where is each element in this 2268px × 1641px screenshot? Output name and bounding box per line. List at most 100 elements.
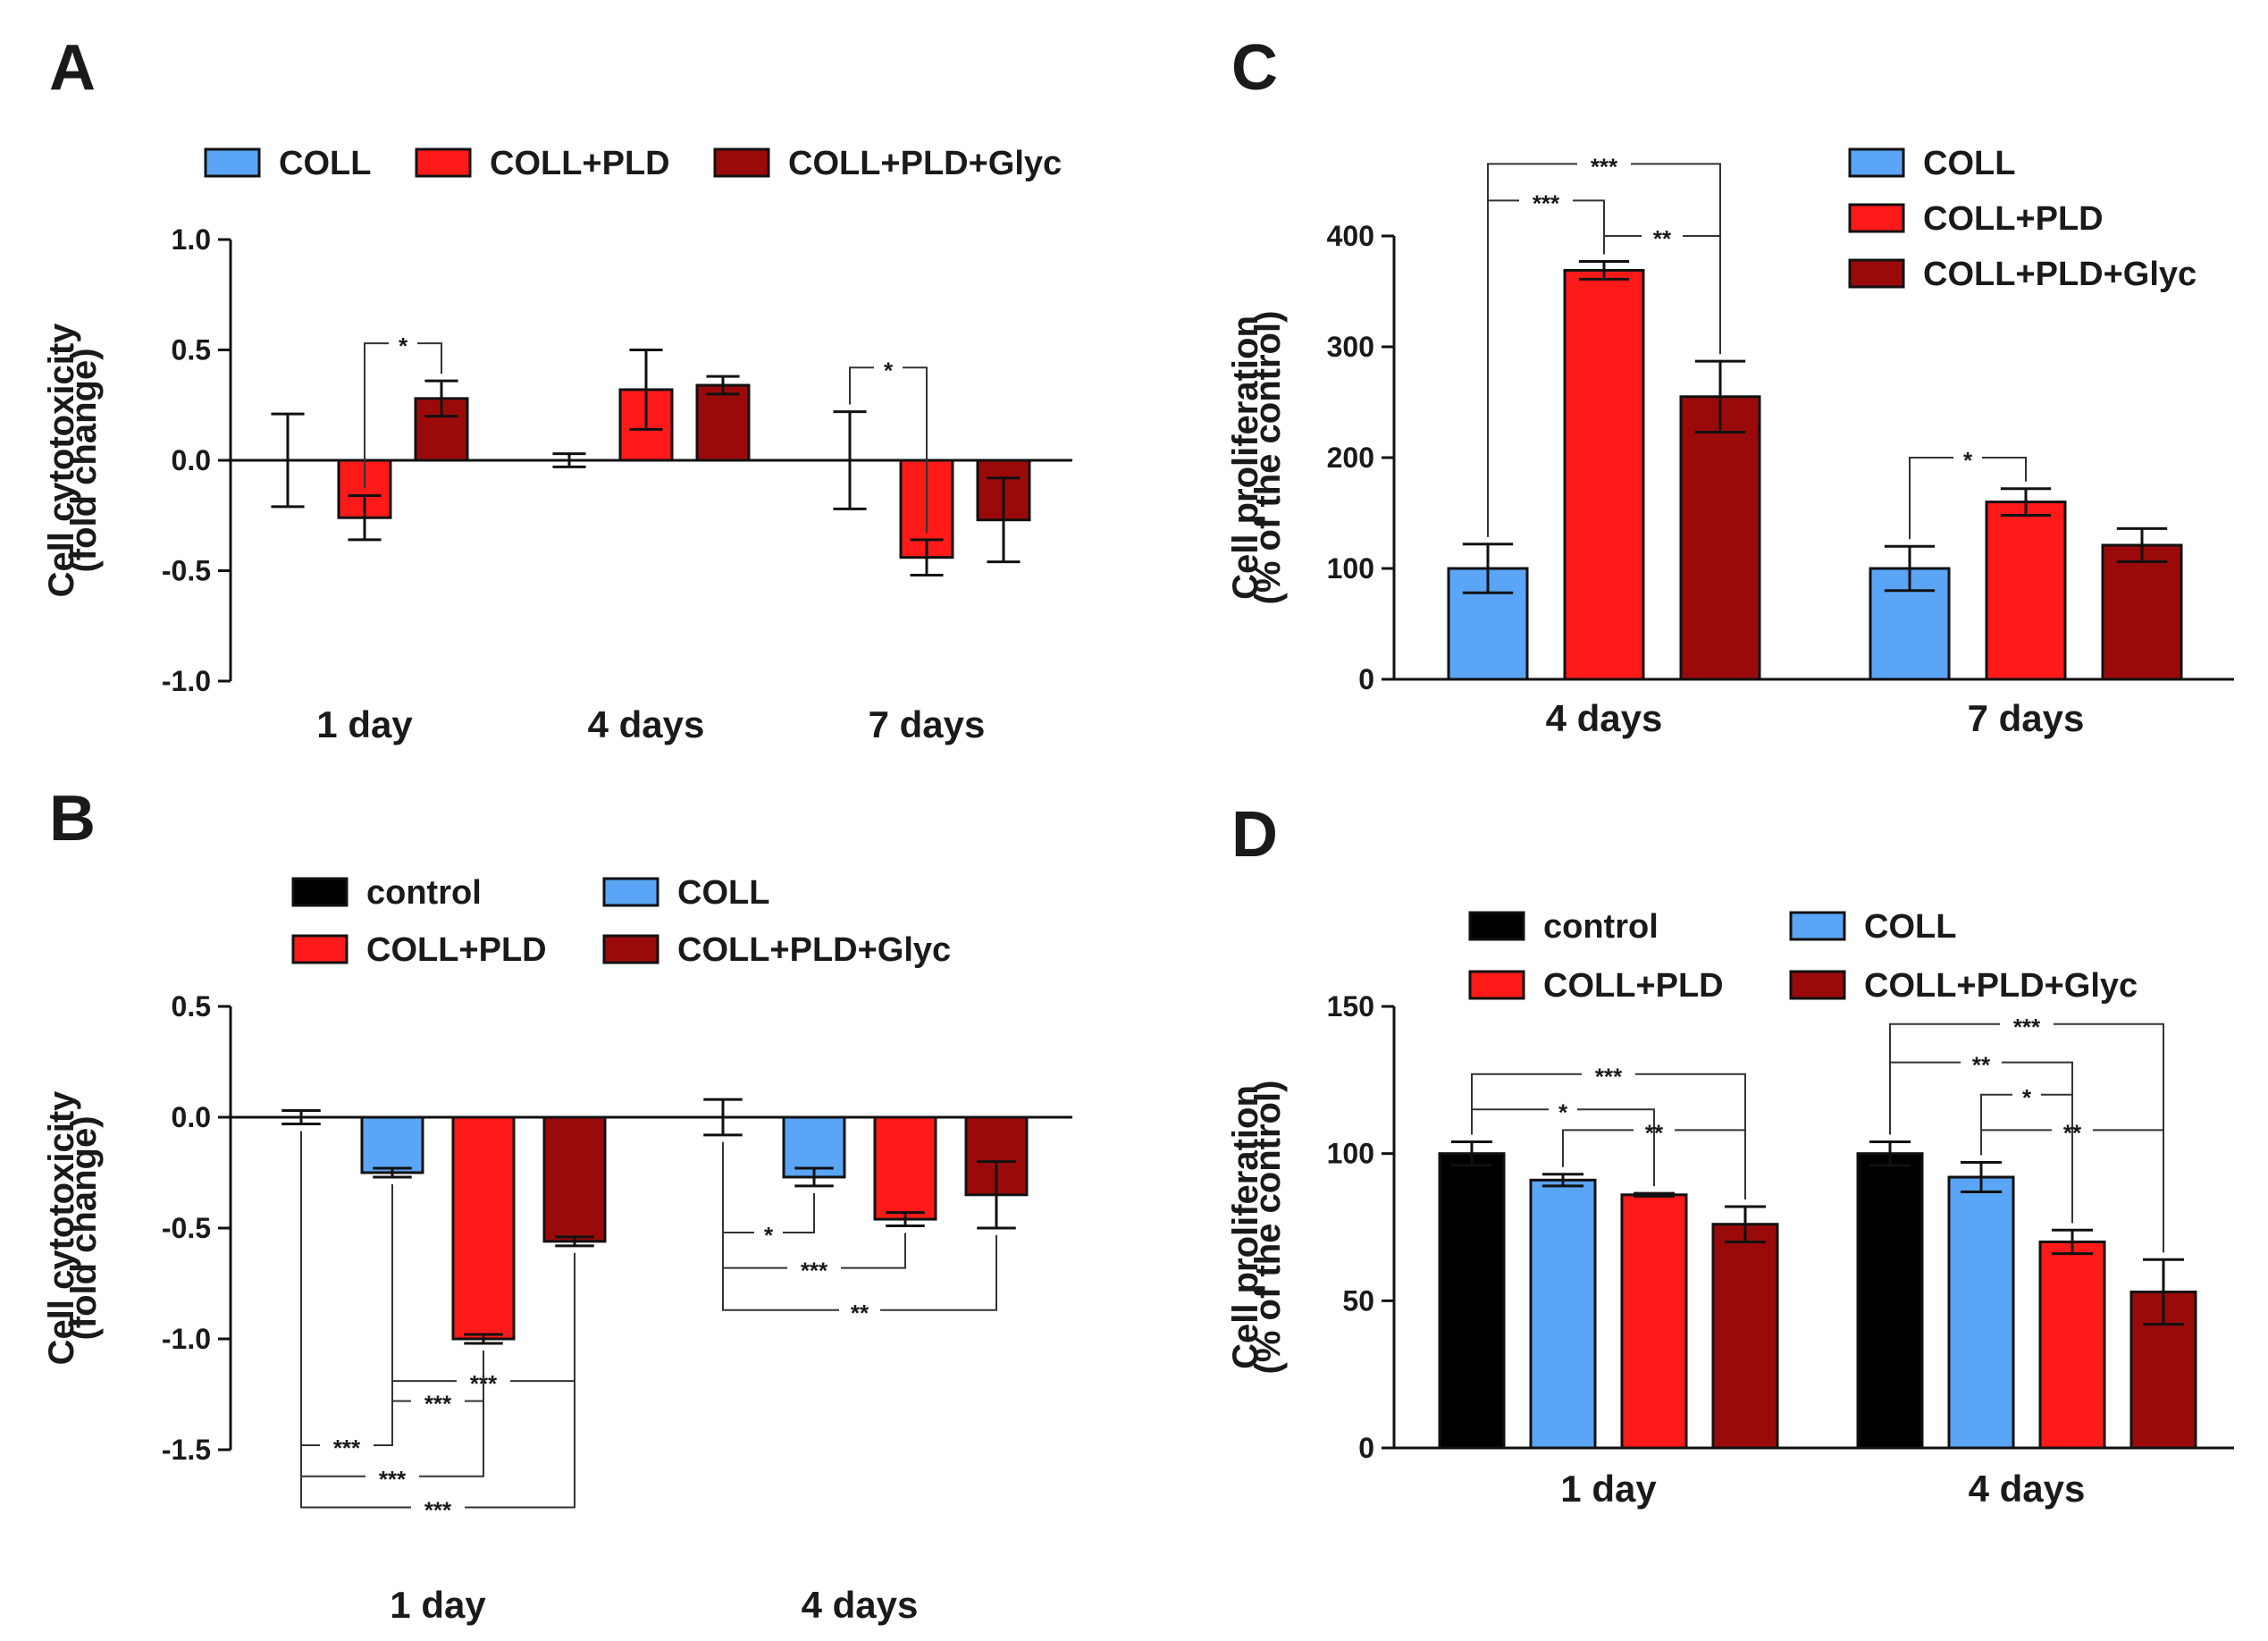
legend-swatch <box>291 934 349 964</box>
y-tick-label: 200 <box>1327 442 1374 474</box>
legend-label: COLL+PLD <box>366 931 547 969</box>
legend-swatch <box>1848 203 1905 233</box>
significance-label: * <box>884 357 894 383</box>
x-tick-label: 4 days <box>1546 697 1663 739</box>
legend-swatch <box>1789 970 1846 1000</box>
y-tick-label: 0.0 <box>172 1101 211 1133</box>
legend-swatch <box>602 877 659 907</box>
panel-letter: D <box>1231 799 1278 871</box>
significance-bracket <box>1909 457 2027 540</box>
significance-label: *** <box>424 1496 452 1523</box>
bar <box>873 1115 937 1221</box>
y-tick-label: -0.5 <box>162 555 211 587</box>
bar <box>1563 268 1645 681</box>
x-tick-label: 4 days <box>802 1584 919 1626</box>
significance-bracket <box>1980 1129 2164 1253</box>
x-tick-label: 4 days <box>1969 1468 2086 1510</box>
significance-bracket <box>1603 235 1721 355</box>
x-tick-label: 1 day <box>390 1584 486 1626</box>
significance-bracket <box>849 366 928 533</box>
bar <box>1856 1152 1924 1450</box>
bar <box>1438 1152 1506 1450</box>
legend-label: COLL+PLD+Glyc <box>1864 967 2138 1005</box>
bar <box>451 1115 516 1341</box>
significance-bracket <box>1471 1108 1655 1187</box>
y-tick-label: 50 <box>1342 1284 1374 1317</box>
bar <box>1679 395 1761 681</box>
y-tick-label: 100 <box>1327 552 1374 585</box>
legend-label: COLL+PLD+Glyc <box>1923 256 2197 293</box>
x-tick-label: 1 day <box>316 703 413 745</box>
legend-swatch <box>1848 147 1905 178</box>
y-tick-label: 0 <box>1358 1432 1374 1464</box>
y-tick-label: -1.5 <box>162 1434 211 1466</box>
legend-swatch <box>1789 911 1846 941</box>
significance-label: *** <box>1595 1064 1623 1090</box>
legend-label: COLL+PLD <box>1923 200 2104 238</box>
significance-bracket <box>1562 1129 1746 1199</box>
bar <box>360 1115 424 1174</box>
y-axis-label: (% of the control) <box>1248 1081 1288 1375</box>
significance-label: *** <box>424 1390 452 1417</box>
legend-label: COLL+PLD+Glyc <box>677 931 951 969</box>
significance-label: * <box>1558 1098 1568 1125</box>
x-tick-label: 7 days <box>1968 697 2085 739</box>
significance-label: *** <box>2013 1014 2041 1040</box>
y-axis-label: Cell cytotoxicity <box>42 1090 81 1366</box>
y-tick-label: 400 <box>1327 220 1374 252</box>
bar <box>1529 1178 1597 1450</box>
significance-label: *** <box>801 1258 828 1284</box>
legend-swatch <box>602 934 659 964</box>
y-tick-label: 0.0 <box>172 444 211 476</box>
y-tick-label: -0.5 <box>162 1212 211 1244</box>
panel-a: A COLL COLL+PLD COLL+PLD+Glyc 1.0 0.5 0.0 -0.5 -… <box>42 32 1072 745</box>
panel-c: C COLL COLL+PLD COLL+PLD+Glyc 400 300 200 100 0 C… <box>1226 32 2234 739</box>
bar <box>695 383 751 462</box>
legend-swatch <box>1468 911 1525 941</box>
y-axis-label: Cell cytotoxicity <box>42 323 81 598</box>
legend-label: COLL+PLD <box>1543 967 1724 1005</box>
significance-label: * <box>2022 1084 2032 1111</box>
legend-swatch <box>1468 970 1525 1000</box>
bar <box>1985 501 2067 681</box>
panel-letter: A <box>49 32 96 104</box>
bar <box>2038 1240 2106 1450</box>
significance-label: ** <box>1653 225 1672 252</box>
bar <box>2101 543 2183 681</box>
y-tick-label: 100 <box>1327 1138 1374 1170</box>
legend-label: COLL <box>677 874 769 912</box>
y-tick-label: 150 <box>1327 990 1374 1022</box>
bar <box>1447 567 1529 681</box>
significance-bracket <box>722 1141 997 1311</box>
y-tick-label: -1.0 <box>162 665 211 697</box>
legend-label: COLL <box>279 145 371 182</box>
legend-swatch <box>713 147 770 178</box>
significance-label: * <box>764 1222 774 1249</box>
x-tick-label: 4 days <box>588 703 705 745</box>
panel-letter: B <box>49 783 96 854</box>
significance-label: *** <box>1591 153 1618 180</box>
significance-label: *** <box>379 1466 407 1493</box>
y-tick-label: 0.5 <box>172 334 211 366</box>
legend-swatch <box>415 147 472 178</box>
legend-label: COLL <box>1923 145 2015 182</box>
legend-swatch <box>291 877 349 907</box>
legend-swatch <box>204 147 261 178</box>
significance-bracket <box>300 1131 575 1509</box>
significance-label: * <box>1963 447 1973 474</box>
y-axis-label: Cell proliferation <box>1226 1085 1265 1369</box>
bar <box>1620 1193 1688 1450</box>
significance-bracket <box>364 342 442 489</box>
y-axis-label: Cell proliferation <box>1226 316 1265 600</box>
significance-label: ** <box>1972 1052 1991 1079</box>
significance-label: ** <box>2063 1119 2082 1146</box>
legend-label: control <box>1543 908 1659 946</box>
x-tick-label: 1 day <box>1560 1468 1657 1510</box>
legend-label: COLL+PLD+Glyc <box>788 145 1062 182</box>
y-tick-label: 300 <box>1327 331 1374 363</box>
significance-label: ** <box>1645 1119 1664 1146</box>
y-axis-label: (fold change) <box>64 1115 104 1340</box>
legend-label: control <box>366 874 482 912</box>
